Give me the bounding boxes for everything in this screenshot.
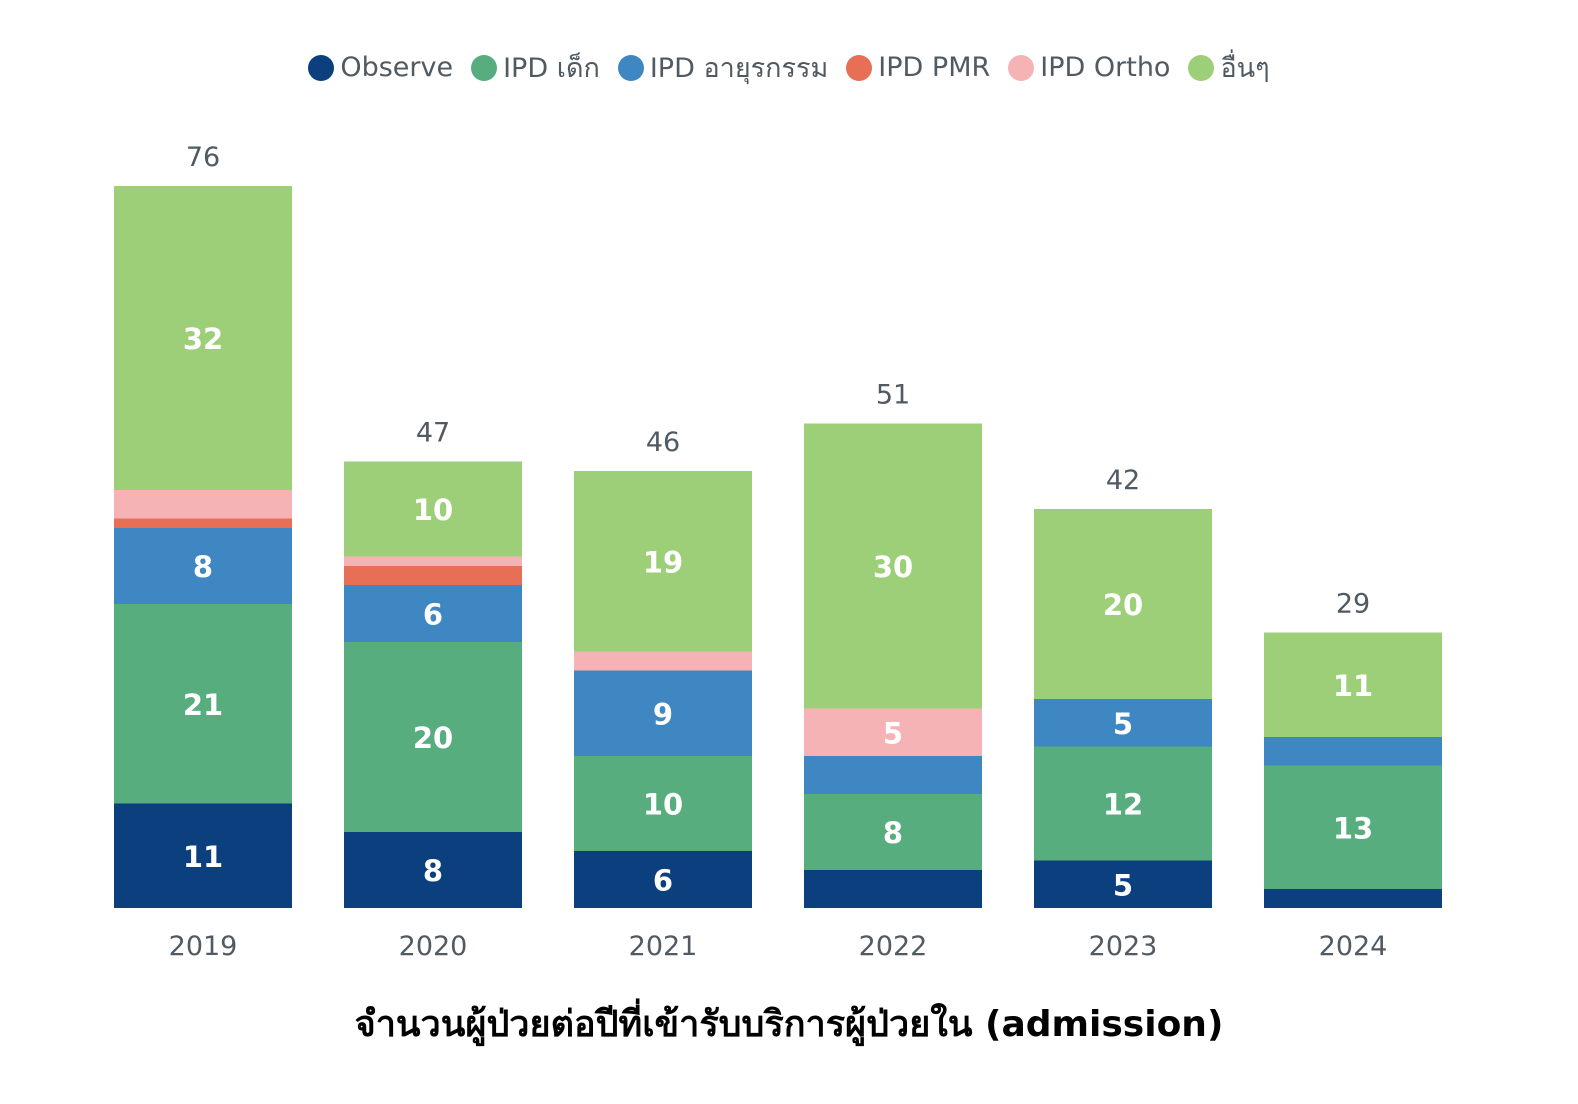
data-label: 10 xyxy=(643,788,683,822)
bar-segment xyxy=(804,423,982,709)
bar-segment xyxy=(344,585,522,642)
x-tick-label: 2021 xyxy=(629,931,698,962)
data-label: 30 xyxy=(873,550,913,584)
bar-segment xyxy=(1034,509,1212,699)
bar-segment xyxy=(574,851,752,908)
data-label: 8 xyxy=(193,550,213,584)
legend-marker xyxy=(308,54,335,81)
total-label: 42 xyxy=(1106,465,1140,496)
bar-segment xyxy=(1264,737,1442,766)
x-tick-label: 2020 xyxy=(399,931,468,962)
legend-marker xyxy=(1188,54,1215,81)
chart-caption: จำนวนผู้ป่วยต่อปีที่เข้ารับบริการผู้ป่วย… xyxy=(354,1004,1224,1045)
bar-segment xyxy=(574,670,752,756)
legend-label: อื่นๆ xyxy=(1220,53,1270,84)
data-label: 5 xyxy=(1113,707,1133,741)
data-label: 9 xyxy=(653,697,673,731)
data-label: 8 xyxy=(883,816,903,850)
bar-segment xyxy=(1034,860,1212,908)
bar-segment xyxy=(114,604,292,804)
legend-marker xyxy=(846,54,873,81)
legend-label: IPD Ortho xyxy=(1040,52,1171,83)
data-label: 6 xyxy=(423,598,443,632)
data-label: 13 xyxy=(1333,811,1373,845)
bar-segment xyxy=(804,870,982,908)
total-label: 29 xyxy=(1336,589,1370,620)
bar-segment xyxy=(574,651,752,671)
legend-item: IPD PMR xyxy=(846,52,990,83)
data-label: 21 xyxy=(183,688,223,722)
bar-segment xyxy=(344,461,522,557)
data-label: 20 xyxy=(413,721,453,755)
bar-segment xyxy=(574,471,752,652)
legend-item: IPD Ortho xyxy=(1008,52,1170,83)
legend-item: IPD อายุรกรรม xyxy=(617,46,829,89)
x-tick-label: 2019 xyxy=(169,931,238,962)
legend-label: IPD เด็ก xyxy=(503,53,600,84)
bar-segment xyxy=(1264,632,1442,737)
data-label: 5 xyxy=(1113,868,1133,902)
data-label: 6 xyxy=(653,864,673,898)
data-label: 19 xyxy=(643,545,683,579)
data-label: 5 xyxy=(883,716,903,750)
data-label: 32 xyxy=(183,322,223,356)
x-tick-label: 2024 xyxy=(1319,931,1388,962)
legend-item: IPD เด็ก xyxy=(471,46,600,89)
data-label: 8 xyxy=(423,854,443,888)
data-label: 11 xyxy=(183,840,223,874)
data-label: 10 xyxy=(413,493,453,527)
legend-marker xyxy=(617,54,644,81)
bar-segment xyxy=(344,566,522,585)
legend-marker xyxy=(1008,54,1035,81)
x-tick-label: 2023 xyxy=(1089,931,1158,962)
bar-segment xyxy=(1264,889,1442,908)
bar-segment xyxy=(114,518,292,528)
legend-label: IPD อายุรกรรม xyxy=(649,53,829,84)
legend-label: Observe xyxy=(340,52,454,83)
bar-segment xyxy=(114,490,292,519)
total-label: 76 xyxy=(186,142,220,173)
data-label: 11 xyxy=(1333,669,1373,703)
bar-segment xyxy=(344,642,522,832)
bar-segment xyxy=(344,556,522,566)
bar-segment xyxy=(344,832,522,908)
bar-segment xyxy=(114,528,292,604)
legend-marker xyxy=(471,54,498,81)
legend-label: IPD PMR xyxy=(878,52,991,83)
bar-segment xyxy=(114,803,292,908)
legend-item: Observe xyxy=(308,52,453,83)
bar-segment xyxy=(804,708,982,756)
total-label: 47 xyxy=(416,418,450,449)
bar-segment xyxy=(114,186,292,490)
chart-legend: Observe IPD เด็ก IPD อายุรกรรม IPD PMR IPD O… xyxy=(0,46,1578,89)
total-label: 46 xyxy=(646,427,680,458)
legend-item: อื่นๆ xyxy=(1188,46,1270,89)
bar-segment xyxy=(574,756,752,851)
bar-segment xyxy=(804,756,982,794)
bar-segment xyxy=(1034,699,1212,747)
x-tick-label: 2022 xyxy=(859,931,928,962)
bar-segment xyxy=(804,794,982,870)
total-label: 51 xyxy=(876,380,910,411)
bar-segment xyxy=(1264,765,1442,889)
bar-segment xyxy=(1034,746,1212,861)
data-label: 12 xyxy=(1103,788,1143,822)
data-label: 20 xyxy=(1103,588,1143,622)
